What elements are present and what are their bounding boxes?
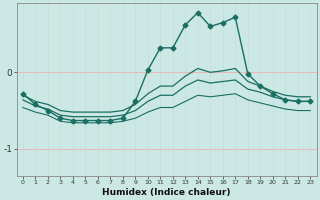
X-axis label: Humidex (Indice chaleur): Humidex (Indice chaleur) [102,188,231,197]
